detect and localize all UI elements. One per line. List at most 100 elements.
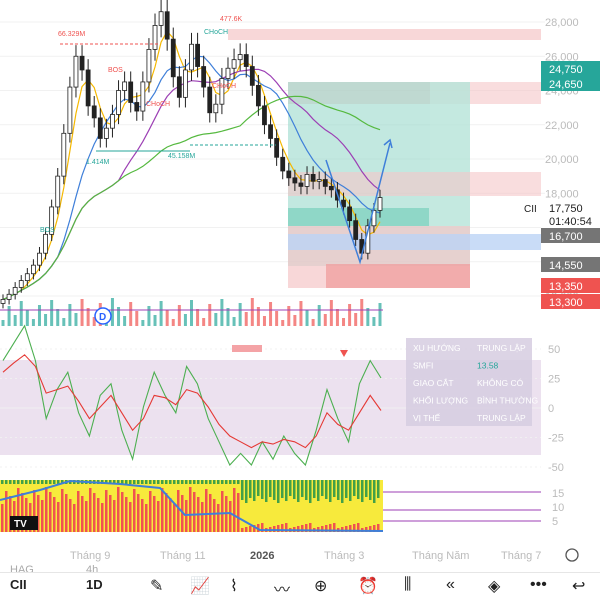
flow-bar-green (169, 480, 172, 484)
alarm-icon[interactable]: ⏰ (358, 578, 378, 595)
flow-bar-green (137, 480, 140, 484)
volume-bar (177, 305, 181, 326)
volume-bar (323, 314, 327, 326)
volume-bar (74, 313, 78, 326)
flow-bar-green (105, 480, 108, 484)
flow-bar-red (229, 501, 232, 532)
volume-bar (183, 314, 187, 326)
flow-bar-green (41, 480, 44, 484)
layers-icon[interactable]: ◈ (488, 578, 501, 595)
candle-body (353, 220, 359, 240)
flow-bar-red (173, 503, 176, 532)
volume-bar (305, 310, 309, 326)
flow-bar-green (245, 480, 248, 503)
rewind-icon[interactable]: « (446, 576, 455, 593)
volume-bar (342, 318, 346, 326)
watermark-letter: D (99, 312, 106, 323)
flow-bar-red (133, 489, 136, 532)
entry-zone (288, 208, 429, 226)
flow-bar-green (189, 480, 192, 484)
volume-bar (360, 299, 364, 326)
flow-bar-red (69, 499, 72, 532)
flow-bar-green (265, 480, 268, 502)
chart-canvas[interactable]: 66.329M 477.6K 1.414M 45.158M BOS BOS CHoCH CHo… (0, 0, 600, 566)
volume-bar (159, 301, 163, 326)
volume-bar (123, 316, 127, 326)
flow-bar-green (289, 480, 292, 496)
flow-bar-red (33, 490, 36, 532)
back-icon[interactable]: ↩ (572, 578, 586, 595)
x-axis-tick-label: Tháng Năm (412, 550, 469, 562)
indicator-table-value: BÌNH THƯỜNG (477, 396, 538, 406)
projection-arrowhead (383, 138, 393, 149)
candle-body (146, 49, 152, 83)
candle-body (18, 280, 24, 288)
candle-body (37, 252, 42, 266)
flow-bar-green (241, 480, 244, 500)
flow-bar-red (341, 527, 344, 532)
candle-body (49, 206, 55, 235)
flow-bar-red (81, 496, 84, 532)
volume-bar (262, 316, 266, 326)
flow-bar-red (373, 525, 376, 532)
indicators-icon[interactable]: ⌇ (230, 578, 238, 595)
price-tick-label: 20,000 (545, 154, 579, 166)
candle-body (0, 299, 6, 304)
symbol-button[interactable]: CII (10, 577, 27, 592)
flow-bar-green (249, 480, 252, 498)
price-badge (541, 200, 600, 215)
price-symbol-tag: CII (524, 204, 537, 215)
candle-body (377, 197, 383, 211)
flow-bar-green (321, 480, 324, 496)
candle-body (255, 84, 261, 107)
volume-bar (232, 317, 236, 326)
flow-bar-green (13, 480, 16, 484)
candle-body (91, 105, 97, 119)
trend-icon[interactable]: 〰 (274, 582, 291, 599)
flow-bar-green (57, 480, 60, 484)
add-icon[interactable]: ⊕ (314, 578, 328, 595)
flow-bar-red (213, 499, 216, 532)
volume-bar (269, 302, 273, 326)
flow-bar-red (201, 502, 204, 532)
flow-bar-green (349, 480, 352, 501)
flow-bar-green (157, 480, 160, 484)
flow-bar-green (253, 480, 256, 501)
flow-bar-red (253, 525, 256, 532)
volume-bar (62, 318, 66, 326)
candle-body (280, 156, 286, 172)
candle-body (140, 81, 146, 112)
flow-bar-green (293, 480, 296, 499)
chart-type-icon[interactable]: 📈 (190, 578, 210, 595)
brush-icon[interactable]: ✎ (150, 578, 164, 595)
flow-bar-green (305, 480, 308, 500)
candle-body (43, 233, 48, 254)
price-badge-label: 13,300 (549, 297, 583, 309)
flow-bar-red (9, 496, 12, 532)
flow-bar-green (141, 480, 144, 484)
volume-bar (208, 304, 212, 326)
x-axis-tick-label: Tháng 9 (70, 550, 110, 562)
interval-button[interactable]: 1D (86, 577, 103, 592)
candle-body (286, 170, 292, 179)
tradingview-logo (10, 516, 38, 530)
flow-bar-red (41, 500, 44, 532)
flow-bar-red (1, 504, 4, 532)
volume-bar (44, 314, 48, 326)
candles-icon[interactable]: ⫼ (404, 576, 412, 593)
volume-bar (366, 308, 370, 326)
flow-tick-label: 15 (552, 488, 564, 500)
flow-bar-green (353, 480, 356, 496)
tradingview-logo-text: TV (14, 519, 27, 530)
volume-bar (317, 305, 321, 326)
more-icon[interactable]: ••• (530, 576, 547, 593)
flow-bar-green (365, 480, 368, 497)
flow-bar-green (225, 480, 228, 484)
stop-zone-dark (326, 264, 470, 288)
flow-bar-red (177, 490, 180, 532)
candle-body (225, 67, 231, 79)
candle-body (304, 174, 310, 187)
candle-body (292, 177, 298, 184)
candle-body (243, 54, 249, 67)
flow-bar-green (269, 480, 272, 497)
